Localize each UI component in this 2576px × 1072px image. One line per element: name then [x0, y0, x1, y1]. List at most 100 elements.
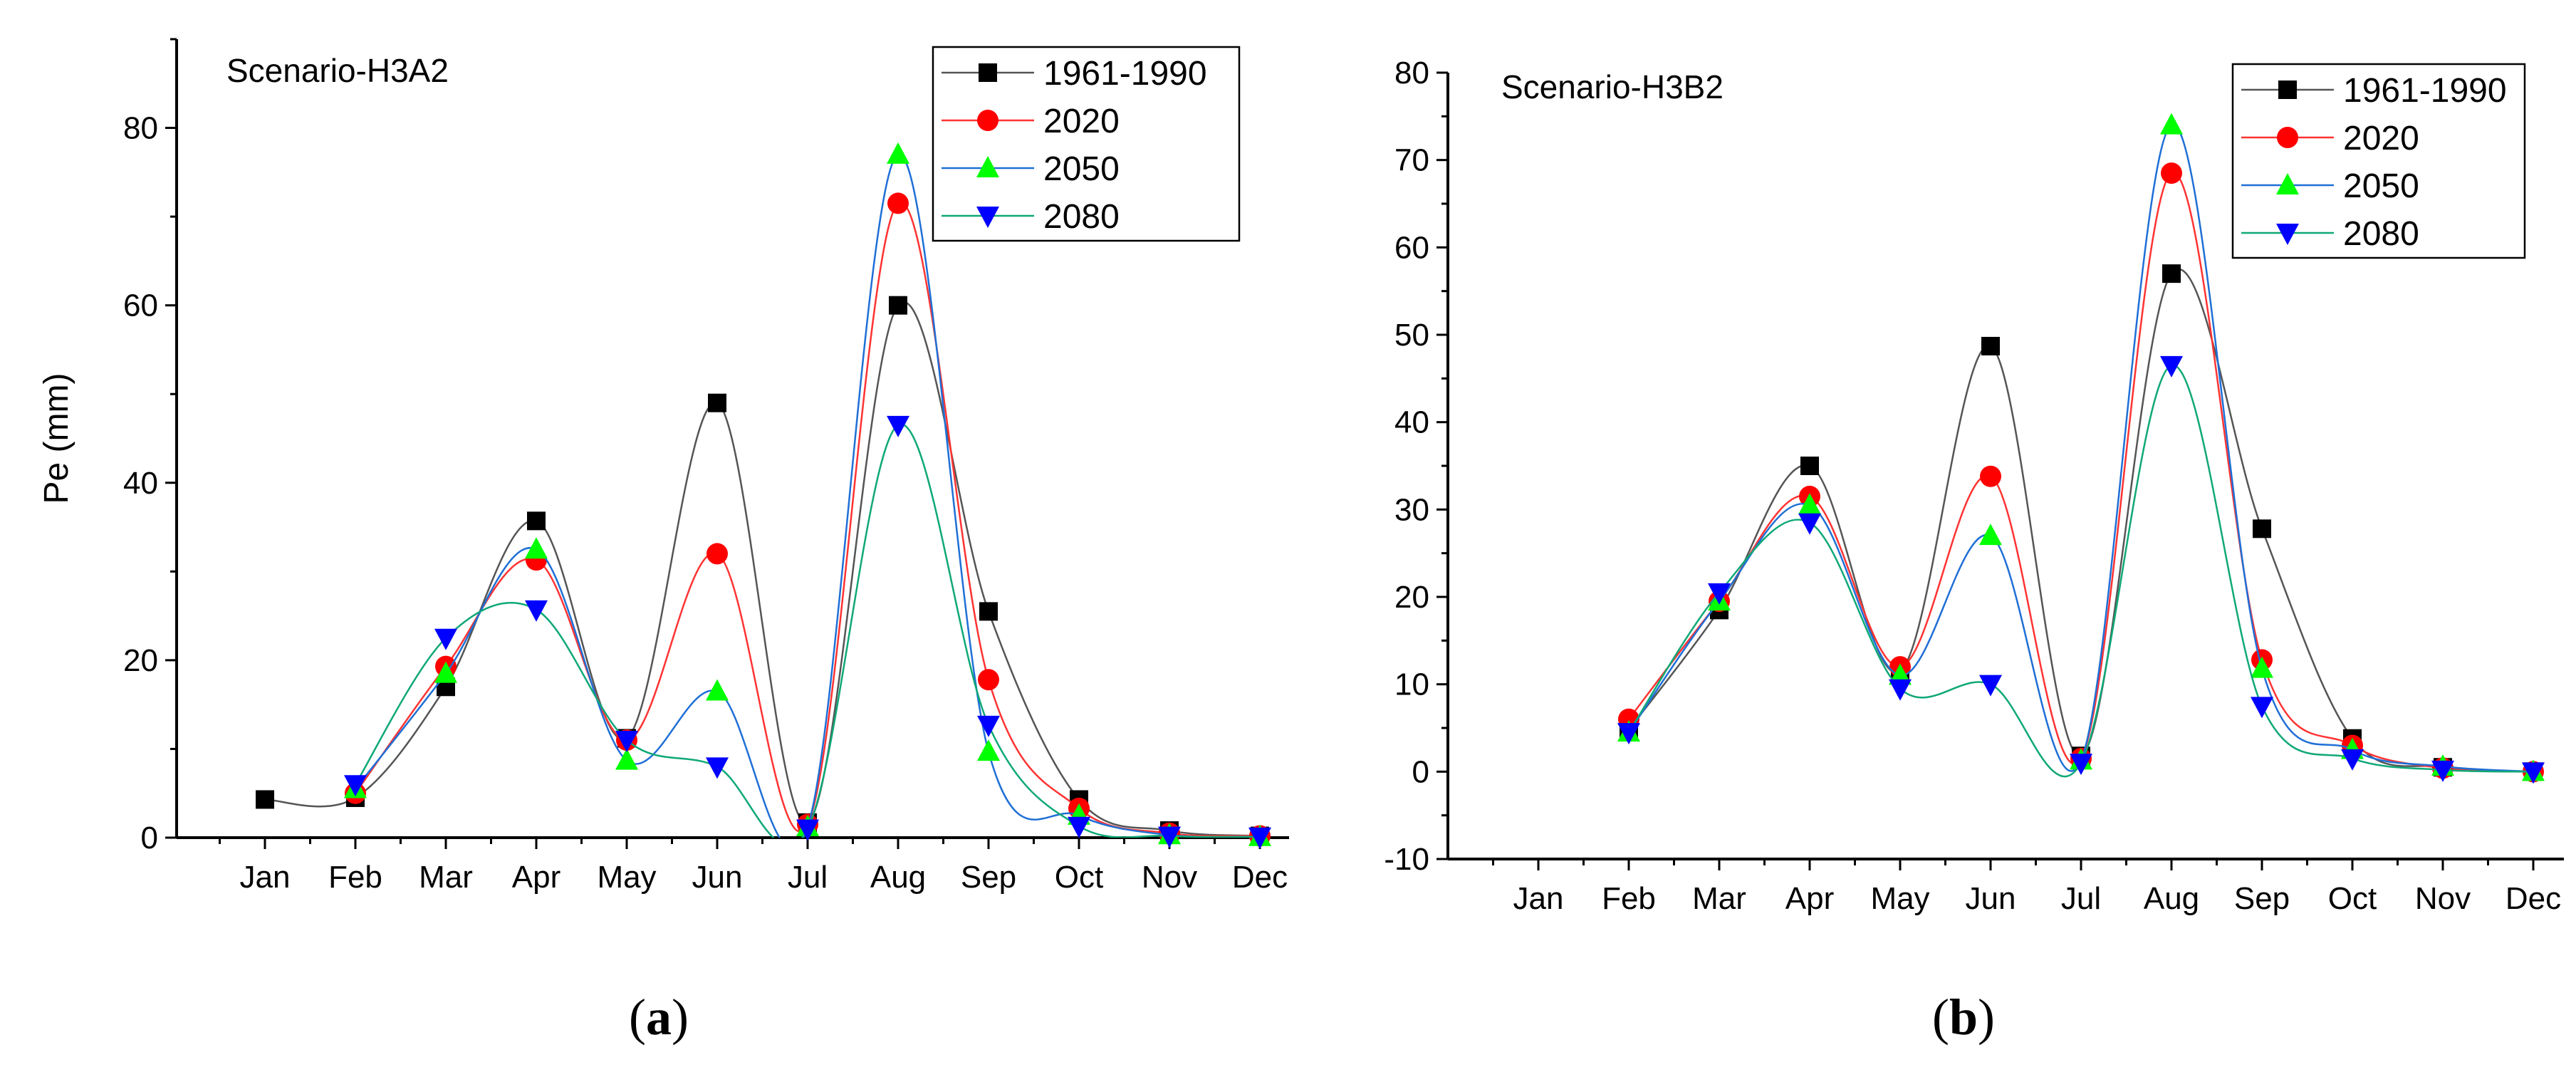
legend-marker: [976, 156, 999, 177]
y-tick-label: 80: [1394, 56, 1429, 90]
y-tick-label: 20: [123, 643, 158, 678]
panel-label-open: (: [629, 989, 646, 1046]
x-tick-label: Mar: [419, 860, 473, 895]
y-tick-label: 0: [1412, 754, 1429, 789]
y-tick-label: 70: [1394, 143, 1429, 178]
x-tick-label: Nov: [2415, 881, 2471, 916]
series-line: [1628, 172, 2534, 773]
x-tick-label: Feb: [328, 860, 382, 895]
legend-entry: 2080: [942, 198, 1120, 236]
data-point: [1708, 583, 1731, 605]
x-tick-label: Nov: [1142, 860, 1197, 895]
data-point: [2160, 113, 2183, 135]
data-point: [527, 511, 546, 531]
legend-marker: [2276, 173, 2299, 194]
data-point: [1800, 457, 1819, 475]
x-tick-label: Jan: [1513, 881, 1564, 916]
x-tick-label: Mar: [1692, 881, 1746, 916]
legend-entry: 2080: [2241, 215, 2419, 253]
panel-label: (b): [1932, 989, 1995, 1046]
legend-label: 2020: [2343, 120, 2419, 157]
legend-entry: 1961-1990: [2241, 72, 2507, 110]
x-tick-label: Sep: [961, 860, 1016, 895]
series-line: [355, 153, 1261, 838]
data-point: [1617, 723, 1640, 745]
data-point: [706, 679, 729, 701]
legend-marker: [2277, 127, 2298, 148]
x-tick-label: Dec: [2505, 881, 2561, 916]
x-tick-label: Sep: [2234, 881, 2290, 916]
x-tick-label: Jun: [692, 860, 743, 895]
legend-marker: [977, 110, 998, 131]
panel-label-letter: b: [1949, 989, 1978, 1046]
data-point: [525, 600, 548, 622]
data-point: [978, 669, 999, 691]
data-point: [1248, 827, 1271, 849]
data-point: [2160, 355, 2183, 378]
legend: 1961-1990 2020 2050 2080: [2231, 63, 2526, 259]
data-point: [615, 748, 638, 770]
legend-label: 1961-1990: [1043, 55, 1207, 93]
x-tick-label: Apr: [1785, 881, 1834, 916]
x-tick-label: Dec: [1232, 860, 1288, 895]
x-tick-label: Aug: [2144, 881, 2199, 916]
y-axis-title: Pe (mm): [38, 373, 75, 504]
series-1961-1990: [1620, 264, 2543, 781]
data-point: [2522, 762, 2545, 784]
y-tick-label: 80: [123, 111, 158, 146]
data-point: [2431, 760, 2454, 782]
x-tick-label: May: [1870, 881, 1929, 916]
x-tick-label: Apr: [512, 860, 560, 895]
legend-label: 2050: [1043, 150, 1120, 188]
series-1961-1990: [256, 296, 1269, 845]
legend-label: 2050: [2343, 167, 2419, 205]
data-point: [706, 757, 729, 779]
legend-label: 1961-1990: [2343, 72, 2507, 110]
data-point: [2162, 264, 2181, 283]
x-tick-label: Jul: [2061, 881, 2101, 916]
data-point: [1798, 513, 1821, 535]
x-tick-label: Jan: [240, 860, 291, 895]
legend-label: 2080: [1043, 198, 1120, 236]
data-point: [889, 296, 907, 315]
data-point: [977, 715, 1000, 737]
legend-entry: 2050: [2241, 167, 2419, 205]
data-point: [615, 730, 638, 752]
data-point: [1979, 675, 2002, 697]
data-point: [706, 543, 728, 565]
data-point: [2251, 697, 2273, 719]
legend-entry: 2020: [942, 103, 1120, 140]
y-tick-label: 50: [1394, 318, 1429, 353]
legend-marker: [979, 63, 997, 82]
x-tick-label: Jun: [1966, 881, 2016, 916]
data-point: [2070, 754, 2092, 776]
data-point: [344, 775, 367, 797]
data-point: [1158, 826, 1181, 848]
chart-title: Scenario-H3A2: [226, 52, 449, 89]
y-tick-label: 10: [1394, 667, 1429, 702]
data-point: [434, 661, 457, 683]
data-point: [2161, 162, 2182, 184]
series-line: [1627, 364, 2534, 778]
x-tick-label: May: [597, 860, 656, 895]
legend-marker: [976, 207, 999, 228]
data-point: [2251, 656, 2273, 678]
data-point: [887, 142, 909, 164]
panel-label: (a): [629, 989, 689, 1046]
legend-entry: 1961-1990: [942, 55, 1207, 93]
legend-marker: [2278, 80, 2297, 99]
legend: 1961-1990 2020 2050 2080: [932, 46, 1241, 242]
x-tick-label: Aug: [870, 860, 926, 895]
data-point: [1889, 679, 1912, 701]
series-2020: [345, 192, 1271, 847]
data-point: [887, 415, 909, 437]
series-2050: [344, 142, 1271, 846]
data-point: [256, 790, 274, 809]
panel-label-close: ): [672, 989, 689, 1046]
chart-panel-b: -10 0 10 20 30 40 50 60 70 80 Jan Feb Mar Apr May Jun Ju…: [1384, 56, 2564, 1046]
series-line: [264, 301, 1261, 837]
series-2080: [344, 415, 1271, 849]
panel-label-close: ): [1978, 989, 1995, 1046]
